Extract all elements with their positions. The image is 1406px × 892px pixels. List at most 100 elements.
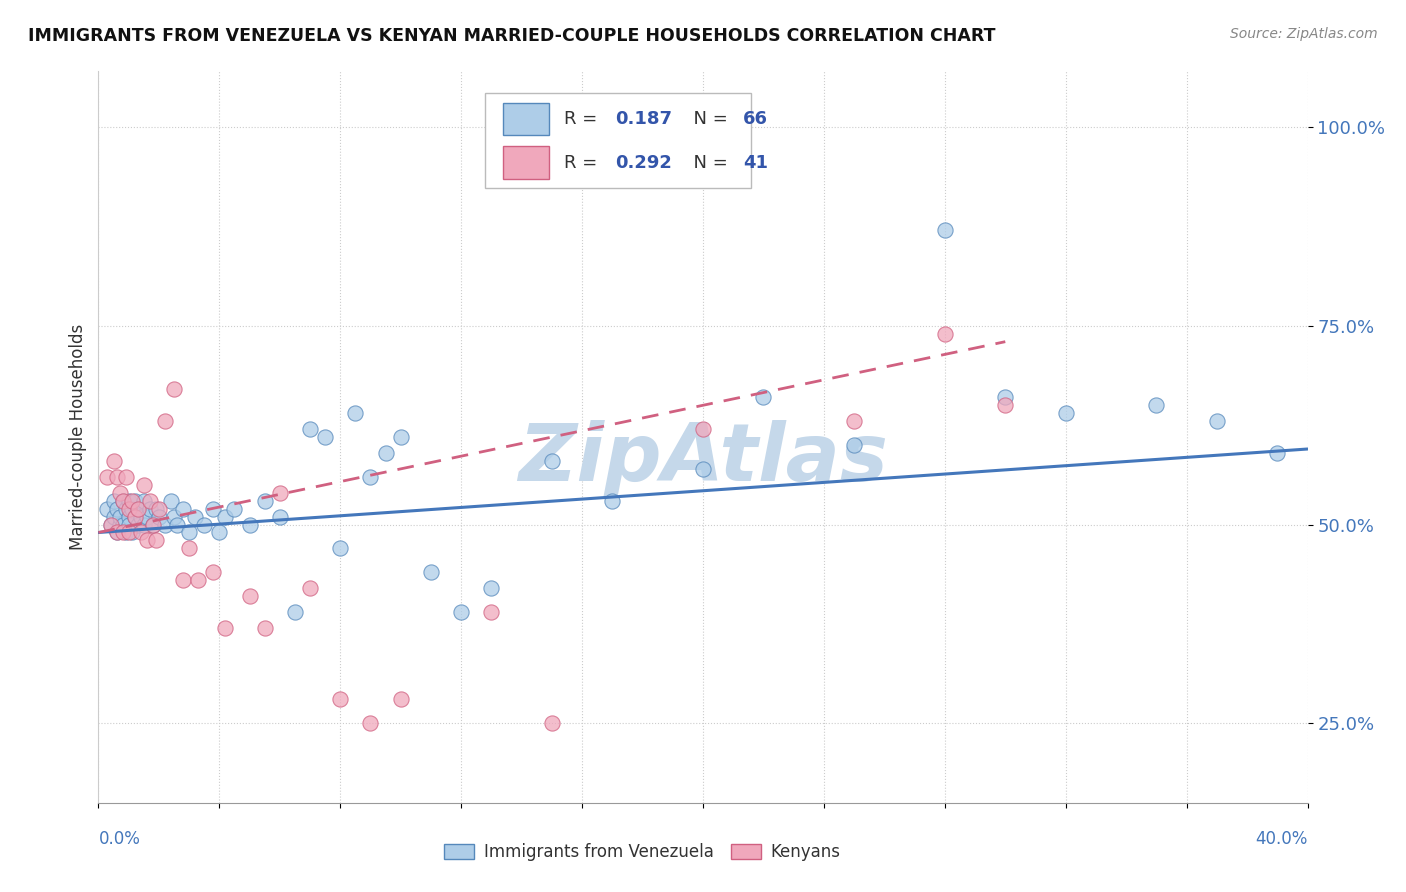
- Point: [153, 517, 176, 532]
- Point: [111, 517, 134, 532]
- Point: [602, 493, 624, 508]
- Point: [129, 525, 152, 540]
- Point: [114, 501, 136, 516]
- Point: [239, 589, 262, 603]
- Point: [253, 493, 276, 508]
- Point: [135, 533, 157, 548]
- Point: [108, 517, 131, 532]
- Text: ZipAtlas: ZipAtlas: [517, 420, 889, 498]
- Point: [172, 573, 194, 587]
- Point: [142, 517, 165, 532]
- Point: [163, 509, 186, 524]
- Text: R =: R =: [564, 153, 603, 172]
- Text: 0.292: 0.292: [614, 153, 672, 172]
- Text: Source: ZipAtlas.com: Source: ZipAtlas.com: [1230, 27, 1378, 41]
- Point: [121, 525, 143, 540]
- Point: [103, 454, 125, 468]
- Point: [329, 541, 352, 556]
- Point: [692, 462, 714, 476]
- Point: [179, 541, 201, 556]
- Text: 66: 66: [742, 110, 768, 128]
- Point: [148, 501, 170, 516]
- FancyBboxPatch shape: [503, 146, 550, 179]
- Point: [103, 493, 125, 508]
- Point: [994, 398, 1017, 412]
- FancyBboxPatch shape: [485, 94, 751, 188]
- Point: [202, 566, 225, 580]
- Point: [142, 517, 165, 532]
- Point: [118, 525, 141, 540]
- Point: [844, 438, 866, 452]
- Point: [108, 485, 131, 500]
- Point: [166, 517, 188, 532]
- Point: [299, 422, 322, 436]
- Text: 41: 41: [742, 153, 768, 172]
- Point: [118, 509, 141, 524]
- Point: [344, 406, 367, 420]
- Point: [994, 390, 1017, 404]
- Point: [111, 493, 134, 508]
- Point: [139, 493, 162, 508]
- Point: [127, 501, 149, 516]
- Point: [1054, 406, 1077, 420]
- Point: [1206, 414, 1229, 428]
- Point: [329, 692, 352, 706]
- Point: [103, 509, 125, 524]
- Point: [129, 509, 152, 524]
- Point: [135, 509, 157, 524]
- Point: [139, 501, 162, 516]
- Point: [100, 517, 122, 532]
- Point: [160, 493, 183, 508]
- Point: [153, 414, 176, 428]
- Point: [121, 493, 143, 508]
- Point: [269, 485, 291, 500]
- Point: [844, 414, 866, 428]
- Point: [1267, 446, 1289, 460]
- Point: [284, 605, 307, 619]
- Point: [208, 525, 231, 540]
- Point: [124, 509, 146, 524]
- Text: N =: N =: [682, 153, 734, 172]
- Point: [105, 525, 128, 540]
- Text: IMMIGRANTS FROM VENEZUELA VS KENYAN MARRIED-COUPLE HOUSEHOLDS CORRELATION CHART: IMMIGRANTS FROM VENEZUELA VS KENYAN MARR…: [28, 27, 995, 45]
- Point: [114, 525, 136, 540]
- Point: [214, 509, 236, 524]
- Point: [114, 470, 136, 484]
- Point: [540, 716, 562, 731]
- Point: [253, 621, 276, 635]
- Point: [202, 501, 225, 516]
- Point: [389, 430, 412, 444]
- Text: 40.0%: 40.0%: [1256, 830, 1308, 848]
- Point: [314, 430, 336, 444]
- Point: [481, 605, 503, 619]
- Legend: Immigrants from Venezuela, Kenyans: Immigrants from Venezuela, Kenyans: [437, 837, 848, 868]
- Point: [187, 573, 209, 587]
- Text: 0.0%: 0.0%: [98, 830, 141, 848]
- Point: [121, 501, 143, 516]
- Point: [481, 581, 503, 595]
- Text: N =: N =: [682, 110, 734, 128]
- Point: [224, 501, 246, 516]
- Point: [127, 501, 149, 516]
- Point: [934, 223, 956, 237]
- Point: [360, 716, 382, 731]
- Point: [239, 517, 262, 532]
- Point: [450, 605, 472, 619]
- Point: [184, 509, 207, 524]
- Point: [105, 525, 128, 540]
- Point: [389, 692, 412, 706]
- Point: [132, 477, 155, 491]
- Point: [127, 517, 149, 532]
- Point: [132, 517, 155, 532]
- Point: [96, 501, 118, 516]
- Point: [145, 501, 167, 516]
- Point: [118, 501, 141, 516]
- Point: [111, 525, 134, 540]
- Point: [105, 470, 128, 484]
- Text: 0.187: 0.187: [614, 110, 672, 128]
- FancyBboxPatch shape: [503, 103, 550, 136]
- Point: [934, 326, 956, 341]
- Point: [193, 517, 215, 532]
- Point: [108, 509, 131, 524]
- Point: [145, 533, 167, 548]
